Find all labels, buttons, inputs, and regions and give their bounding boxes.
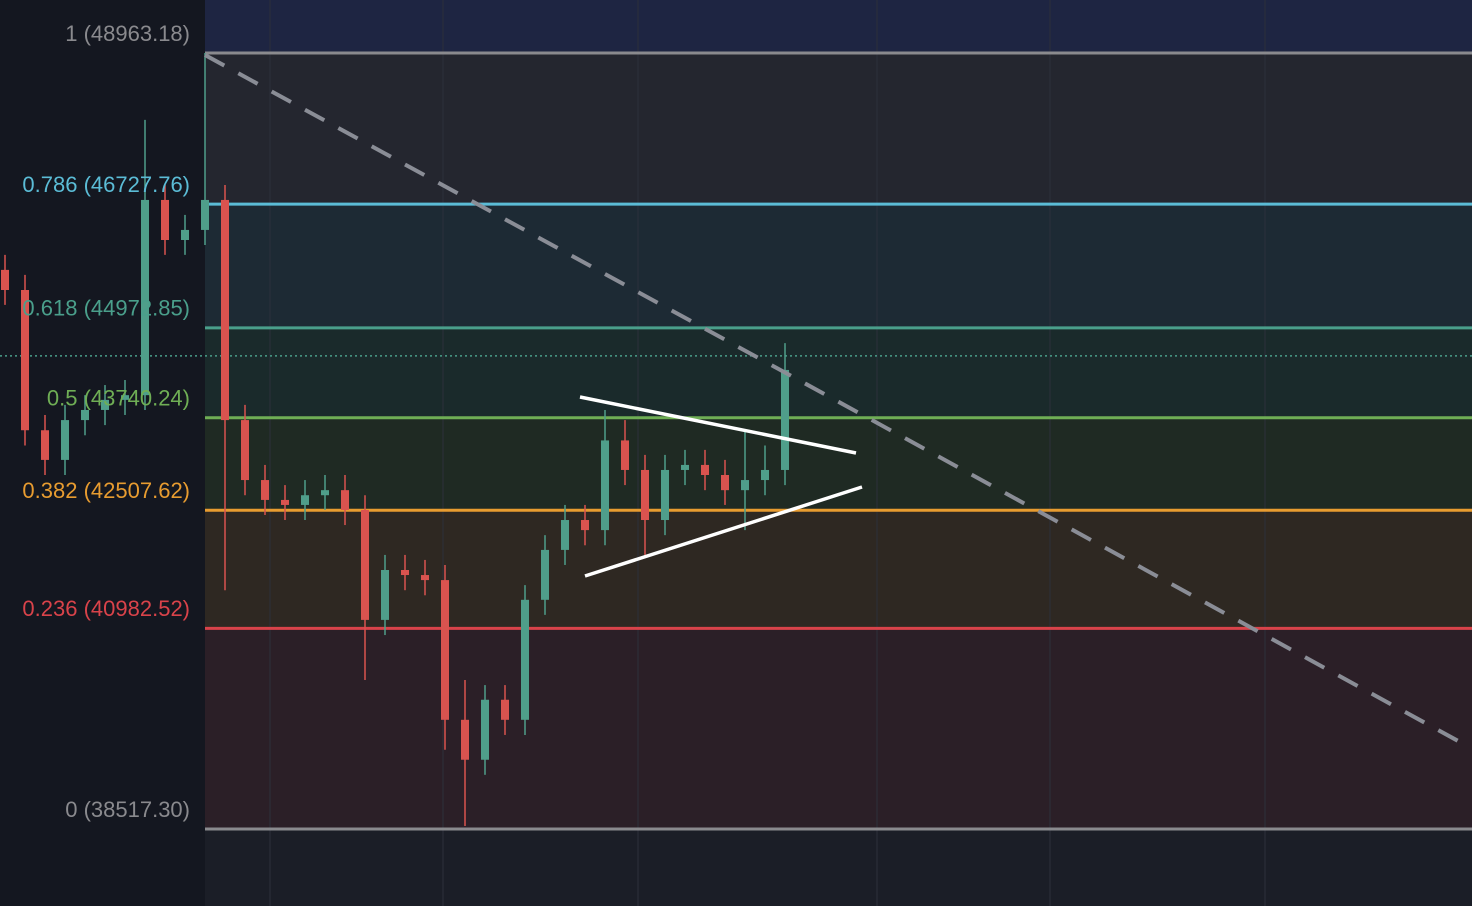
- candle-body: [381, 569, 389, 620]
- candle-body: [201, 199, 209, 230]
- fib-level-label: 0.382 (42507.62): [22, 478, 190, 503]
- candle-body: [341, 490, 349, 510]
- candle-body: [361, 509, 369, 620]
- top-zone: [205, 0, 1472, 53]
- candle-body: [721, 474, 729, 491]
- candles: [1, 52, 789, 827]
- candle-body: [301, 495, 309, 505]
- triangle-lower: [584, 485, 863, 578]
- candle-body: [521, 599, 529, 720]
- fib-zone: [205, 52, 1472, 205]
- candle-body: [561, 520, 569, 550]
- candle-body: [161, 199, 169, 240]
- candle-body: [181, 229, 189, 240]
- fib-labels: 1 (48963.18) 0.786 (46727.76) 0.618 (44972…: [22, 21, 190, 822]
- fib-level-label: 0.5 (43740.24): [47, 386, 190, 411]
- candle-body: [1, 269, 9, 290]
- fib-level-label: 0.618 (44972.85): [22, 296, 190, 321]
- candle-body: [681, 464, 689, 470]
- candle-body: [401, 569, 409, 576]
- candle-body: [101, 399, 109, 410]
- fib-level-label: 0 (38517.30): [65, 797, 190, 822]
- vertical-grid: [269, 0, 1266, 906]
- candle-body: [601, 440, 609, 531]
- fib-zone: [205, 510, 1472, 629]
- candle-body: [781, 369, 789, 470]
- fib-zone: [205, 327, 1472, 418]
- candle-body: [281, 499, 289, 505]
- candle-body: [241, 420, 249, 481]
- candle-body: [621, 440, 629, 470]
- candle-body: [441, 580, 449, 720]
- fib-level-label: 0.786 (46727.76): [22, 172, 190, 197]
- candle-body: [461, 719, 469, 760]
- candle-body: [321, 490, 329, 496]
- candle-body: [501, 699, 509, 720]
- fib-zone: [205, 628, 1472, 829]
- candle-body: [61, 420, 69, 460]
- candle-body: [761, 469, 769, 481]
- candle-body: [741, 480, 749, 491]
- candle-body: [261, 480, 269, 500]
- candle-body: [421, 575, 429, 581]
- candle-body: [81, 409, 89, 421]
- candle-body: [701, 464, 709, 475]
- candle-body: [641, 469, 649, 521]
- candle-body: [41, 430, 49, 460]
- fib-zone: [205, 204, 1472, 328]
- trend-line: [204, 53, 1461, 744]
- candle-body: [481, 699, 489, 760]
- candle-body: [21, 289, 29, 431]
- candle-body: [121, 395, 129, 400]
- fib-level-label: 0.236 (40982.52): [22, 596, 190, 621]
- candle-body: [141, 199, 149, 396]
- triangle-upper: [579, 395, 857, 455]
- candle-body: [661, 469, 669, 521]
- pre-range-shade: [0, 0, 205, 906]
- fib-level-label: 1 (48963.18): [65, 21, 190, 46]
- fib-zones: [205, 52, 1472, 829]
- candle-body: [581, 520, 589, 531]
- candle-body: [221, 199, 229, 421]
- candle-body: [541, 549, 549, 600]
- fib-levels: [0, 51, 1472, 831]
